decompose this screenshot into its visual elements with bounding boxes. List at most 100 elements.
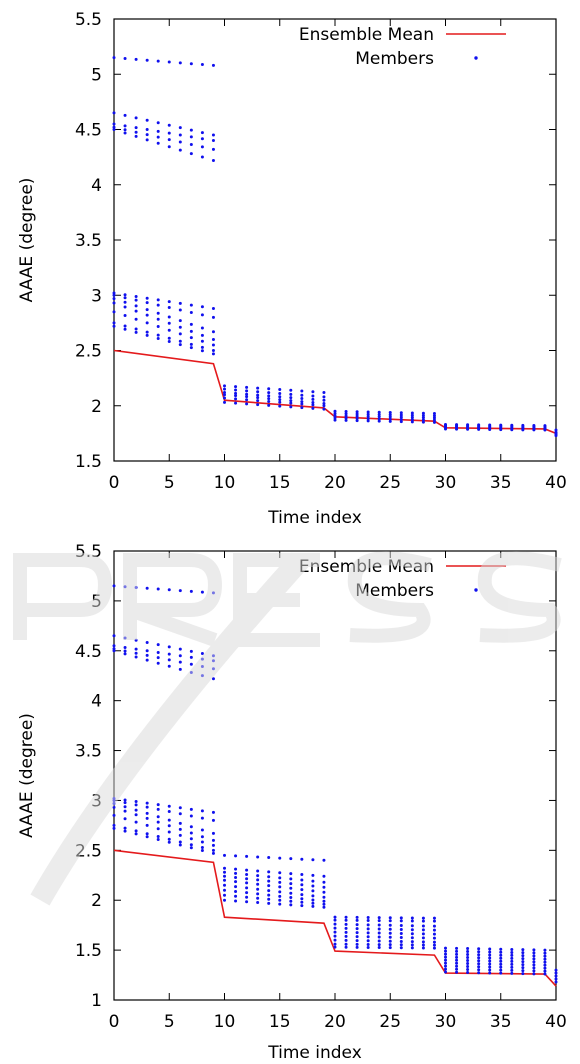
member-point: [278, 876, 282, 880]
member-point: [532, 951, 536, 955]
member-point: [123, 809, 127, 813]
member-point: [234, 854, 238, 858]
member-point: [256, 901, 260, 905]
member-point: [455, 949, 459, 953]
member-point: [167, 810, 171, 814]
member-point: [134, 638, 138, 642]
x-tick-label: 40: [545, 1012, 567, 1032]
member-point: [200, 674, 204, 678]
member-point: [134, 309, 138, 313]
member-point: [167, 658, 171, 662]
member-point: [200, 349, 204, 353]
member-point: [521, 969, 525, 973]
member-point: [112, 649, 116, 653]
member-point: [432, 414, 436, 418]
member-point: [554, 434, 558, 438]
member-point: [178, 126, 182, 130]
member-point: [344, 410, 348, 414]
member-point: [211, 831, 215, 835]
member-point: [432, 936, 436, 940]
member-point: [234, 401, 238, 405]
member-point: [322, 390, 326, 394]
member-point: [134, 813, 138, 817]
member-point: [234, 880, 238, 884]
member-point: [377, 415, 381, 419]
member-point: [145, 823, 149, 827]
member-point: [377, 939, 381, 943]
member-point: [344, 945, 348, 949]
member-point: [123, 649, 127, 653]
member-point: [134, 832, 138, 836]
member-point: [234, 391, 238, 395]
member-point: [134, 808, 138, 812]
member-point: [211, 677, 215, 681]
member-point: [510, 428, 514, 432]
member-point: [311, 401, 315, 405]
member-point: [300, 893, 304, 897]
member-point: [167, 830, 171, 834]
member-point: [366, 916, 370, 920]
member-point: [189, 649, 193, 653]
member-point: [311, 884, 315, 888]
member-point: [223, 866, 226, 870]
member-point: [432, 420, 436, 424]
member-point: [134, 304, 138, 308]
member-point: [499, 965, 503, 969]
member-point: [377, 935, 381, 939]
member-point: [311, 858, 315, 862]
member-point: [123, 636, 127, 640]
member-point: [410, 946, 414, 950]
member-point: [167, 818, 171, 822]
member-point: [399, 935, 403, 939]
member-point: [223, 874, 226, 878]
x-axis-label: Time index: [267, 508, 362, 528]
member-point: [521, 963, 525, 967]
member-point: [488, 427, 492, 431]
member-point: [112, 293, 116, 297]
member-point: [355, 945, 359, 949]
member-point: [256, 869, 260, 873]
member-point: [388, 417, 392, 421]
member-point: [178, 148, 182, 152]
member-point: [432, 416, 436, 420]
member-point: [444, 967, 447, 971]
member-point: [311, 898, 315, 902]
y-tick-label: 5: [91, 592, 102, 612]
member-point: [200, 137, 204, 141]
member-point: [189, 342, 193, 346]
member-point: [344, 942, 348, 946]
member-point: [189, 655, 193, 659]
legend-label-members: Members: [355, 49, 434, 69]
member-point: [123, 327, 127, 331]
member-point: [167, 652, 171, 656]
member-point: [223, 390, 226, 394]
member-point: [167, 300, 171, 304]
member-point: [145, 58, 149, 62]
member-point: [156, 587, 160, 591]
member-point: [355, 915, 359, 919]
member-point: [344, 915, 348, 919]
member-point: [156, 317, 160, 321]
y-tick-label: 4: [91, 692, 102, 712]
member-point: [200, 131, 204, 135]
member-point: [377, 923, 381, 927]
member-point: [234, 394, 238, 398]
member-point: [355, 942, 359, 946]
x-tick-label: 30: [435, 1012, 457, 1032]
member-point: [521, 966, 525, 970]
member-point: [444, 949, 447, 953]
y-axis-label: AAAE (degree): [17, 713, 37, 838]
member-point: [134, 317, 138, 321]
member-point: [510, 965, 514, 969]
member-point: [410, 418, 414, 422]
member-point: [189, 346, 193, 350]
member-point: [267, 403, 271, 407]
member-point: [355, 416, 359, 420]
member-point: [344, 412, 348, 416]
member-point: [333, 409, 337, 413]
member-point: [399, 413, 403, 417]
member-point: [488, 953, 492, 957]
member-point: [123, 801, 127, 805]
member-point: [322, 905, 326, 909]
member-point: [134, 829, 138, 833]
